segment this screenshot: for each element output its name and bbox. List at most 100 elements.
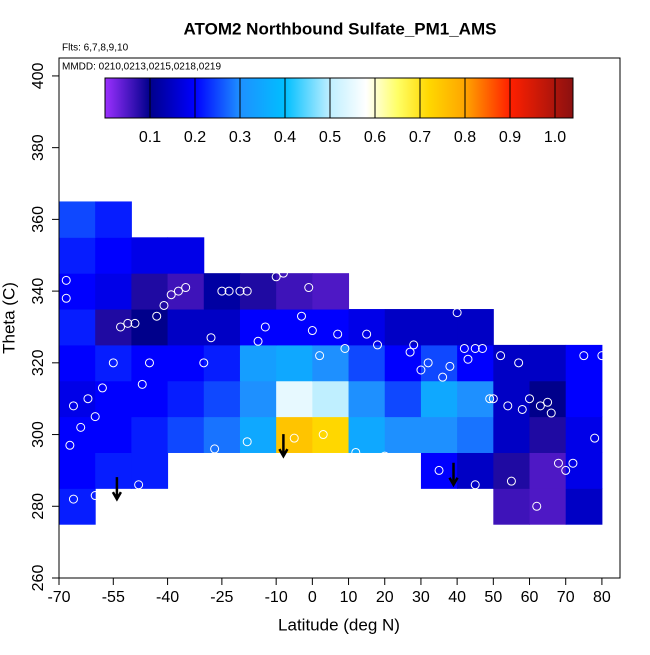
field-cell — [312, 344, 350, 382]
observation-point — [445, 361, 455, 371]
plot-frame — [58, 57, 621, 579]
field-cell — [131, 309, 169, 346]
field-cell — [203, 380, 241, 418]
field-cell — [312, 273, 350, 310]
field-cell — [95, 452, 132, 489]
observation-point — [137, 379, 147, 389]
field-cell — [529, 488, 567, 525]
field-cell — [384, 416, 422, 453]
observation-point — [351, 447, 361, 457]
field-cell — [493, 344, 531, 382]
observation-point — [546, 408, 556, 418]
x-tick-label: -70 — [47, 589, 70, 606]
observation-point — [242, 437, 252, 447]
x-axis-label: Latitude (deg N) — [278, 615, 400, 634]
colorbar-tick-label: 0.8 — [454, 129, 476, 146]
observation-point — [97, 383, 107, 393]
y-tick-label: 260 — [30, 565, 47, 592]
field-cell — [493, 416, 531, 453]
field-cell — [167, 344, 205, 382]
field-cell — [59, 380, 96, 418]
observation-point — [590, 433, 600, 443]
field-cell — [420, 309, 458, 346]
field-cell — [239, 344, 277, 382]
observation-point — [224, 286, 234, 296]
field-cell — [457, 452, 494, 489]
field-cell — [59, 273, 96, 310]
field-cell — [420, 380, 458, 418]
observation-point — [553, 458, 563, 468]
arrow — [111, 477, 122, 502]
observation-point — [506, 476, 516, 486]
observation-point — [579, 351, 589, 361]
observation-point — [318, 430, 328, 440]
field-cell — [131, 344, 169, 382]
observation-point — [76, 422, 86, 432]
x-tick-label: 40 — [448, 589, 466, 606]
observation-point — [173, 286, 183, 296]
y-tick-label: 400 — [30, 62, 47, 89]
field-cell — [239, 416, 277, 453]
observation-point — [477, 343, 487, 353]
field-cell — [59, 309, 96, 346]
observation-point — [253, 336, 263, 346]
field-cell — [59, 237, 96, 274]
observation-point — [438, 372, 448, 382]
observation-point — [380, 451, 390, 461]
field-cell — [457, 344, 494, 382]
field-cell — [167, 380, 205, 418]
observation-point — [380, 275, 390, 285]
field-cell — [59, 416, 96, 453]
field-cell — [239, 309, 277, 346]
observation-point — [525, 394, 535, 404]
observation-point — [130, 318, 140, 328]
field-cell — [203, 273, 241, 310]
y-tick-label: 300 — [30, 421, 47, 448]
field-cell — [59, 488, 96, 525]
x-tick-label: 70 — [557, 589, 575, 606]
observation-point — [532, 501, 542, 511]
observation-point — [116, 322, 126, 332]
field-cell — [131, 452, 169, 489]
observation-point — [333, 329, 343, 339]
observation-point — [152, 311, 162, 321]
observation-point — [470, 343, 480, 353]
x-tick-label: -55 — [102, 589, 125, 606]
x-tick-label: 10 — [340, 589, 358, 606]
colorbar-tick-label: 0.5 — [319, 129, 341, 146]
field-cell — [529, 344, 567, 382]
y-tick-label: 320 — [30, 349, 47, 376]
field-cell — [95, 273, 132, 310]
field-cell — [457, 309, 494, 346]
field-cell — [565, 344, 603, 382]
observation-point — [459, 343, 469, 353]
field-cell — [239, 380, 277, 418]
field-cell — [131, 273, 169, 310]
chart-title: ATOM2 Northbound Sulfate_PM1_AMS — [184, 19, 497, 38]
field-cell — [276, 344, 313, 382]
colorbar-tick-label: 0.1 — [139, 129, 161, 146]
x-tick-label: -25 — [210, 589, 233, 606]
observation-point — [159, 300, 169, 310]
observation-point — [289, 433, 299, 443]
observation-point — [409, 340, 419, 350]
colorbar-tick-label: 0.4 — [274, 129, 296, 146]
observation-point — [181, 283, 191, 293]
field-cell — [95, 237, 132, 274]
observation-point — [434, 465, 444, 475]
field-cell — [312, 309, 350, 346]
observation-point — [144, 358, 154, 368]
field-cell — [95, 201, 132, 238]
colorbar-tick-label: 0.2 — [184, 129, 206, 146]
observation-point — [65, 440, 75, 450]
field-cell — [384, 344, 422, 382]
observation-point — [452, 308, 462, 318]
field-cell — [276, 416, 313, 453]
field-cell — [131, 380, 169, 418]
observation-point — [514, 358, 524, 368]
observation-point — [271, 272, 281, 282]
field-cell — [312, 380, 350, 418]
observation-point — [108, 358, 118, 368]
x-tick-label: 0 — [308, 589, 317, 606]
arrow — [448, 462, 459, 488]
